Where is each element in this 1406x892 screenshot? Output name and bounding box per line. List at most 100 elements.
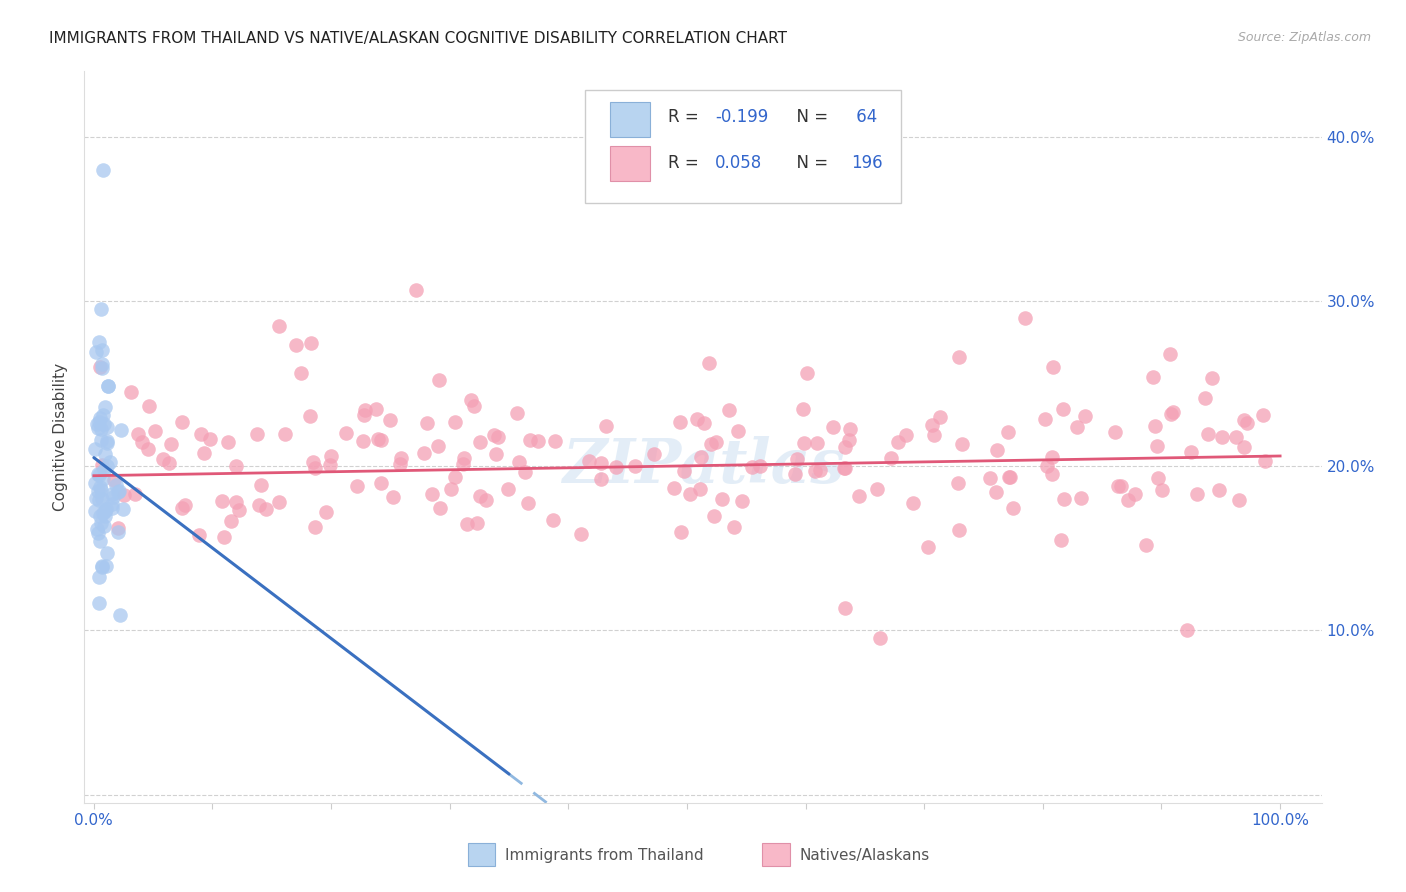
Point: [460, 392, 482, 407]
Text: Immigrants from Thailand: Immigrants from Thailand: [505, 848, 703, 863]
Point: [221, 514, 243, 528]
Point: [89, 483, 111, 497]
Point: [700, 436, 723, 450]
Point: [986, 484, 1008, 499]
Point: [89, 334, 111, 349]
Point: [352, 434, 374, 448]
Text: N =: N =: [786, 153, 834, 172]
Point: [1177, 624, 1199, 638]
Point: [107, 524, 129, 539]
Point: [748, 458, 770, 473]
Point: [84, 491, 107, 505]
Point: [346, 479, 368, 493]
Point: [246, 427, 269, 442]
Point: [91, 163, 114, 178]
Point: [697, 356, 720, 370]
Point: [453, 451, 475, 466]
Point: [463, 399, 485, 413]
Point: [703, 509, 725, 524]
Point: [1253, 453, 1275, 467]
Point: [1135, 538, 1157, 552]
Point: [731, 494, 754, 508]
Point: [1050, 533, 1073, 547]
Point: [91, 408, 114, 422]
Point: [157, 456, 180, 470]
Point: [217, 435, 239, 450]
Point: [903, 496, 925, 510]
Point: [302, 455, 325, 469]
Point: [839, 422, 862, 436]
Point: [1236, 416, 1258, 430]
Point: [353, 408, 375, 422]
Point: [89, 534, 111, 549]
Point: [950, 437, 973, 451]
FancyBboxPatch shape: [610, 146, 650, 181]
Point: [866, 482, 889, 496]
Point: [90, 422, 112, 436]
Point: [589, 472, 612, 486]
Point: [1227, 492, 1250, 507]
Point: [427, 373, 450, 387]
Point: [689, 482, 711, 496]
Point: [170, 415, 193, 429]
FancyBboxPatch shape: [468, 843, 495, 866]
Point: [319, 450, 342, 464]
Point: [1036, 458, 1059, 473]
Point: [267, 494, 290, 508]
Point: [468, 489, 491, 503]
Point: [315, 505, 337, 519]
Point: [86, 522, 108, 536]
Point: [96, 379, 118, 393]
Point: [247, 498, 270, 512]
Point: [367, 432, 389, 446]
Point: [96, 436, 118, 450]
Point: [254, 501, 277, 516]
Point: [304, 461, 326, 475]
Point: [848, 489, 870, 503]
Point: [370, 433, 392, 447]
Text: R =: R =: [668, 153, 704, 172]
Point: [929, 410, 952, 425]
Point: [107, 484, 129, 499]
Point: [541, 513, 564, 527]
Point: [578, 453, 600, 467]
Point: [997, 469, 1019, 483]
Point: [228, 503, 250, 517]
Point: [87, 467, 110, 481]
Point: [378, 413, 401, 427]
Point: [468, 435, 491, 450]
Point: [786, 451, 808, 466]
Point: [1144, 419, 1167, 434]
Point: [921, 418, 943, 433]
Point: [101, 487, 124, 501]
Point: [834, 461, 856, 475]
Point: [90, 357, 112, 371]
Point: [517, 495, 540, 509]
Point: [89, 596, 111, 610]
Point: [1111, 478, 1133, 492]
Point: [496, 482, 519, 496]
Point: [91, 360, 114, 375]
Point: [456, 517, 478, 532]
Point: [89, 480, 111, 494]
Point: [198, 432, 221, 446]
Point: [91, 558, 114, 573]
Point: [1042, 450, 1064, 464]
Point: [152, 452, 174, 467]
Text: Natives/Alaskans: Natives/Alaskans: [800, 848, 929, 863]
Point: [1035, 412, 1057, 426]
Point: [806, 435, 828, 450]
Point: [364, 402, 387, 417]
Point: [89, 509, 111, 524]
Point: [299, 335, 322, 350]
Point: [741, 460, 763, 475]
Point: [98, 455, 121, 469]
Point: [187, 528, 209, 542]
Point: [94, 501, 117, 516]
Point: [124, 487, 146, 501]
Point: [1074, 409, 1097, 423]
Point: [318, 458, 340, 473]
Point: [643, 447, 665, 461]
Point: [946, 476, 969, 491]
Point: [1211, 430, 1233, 444]
